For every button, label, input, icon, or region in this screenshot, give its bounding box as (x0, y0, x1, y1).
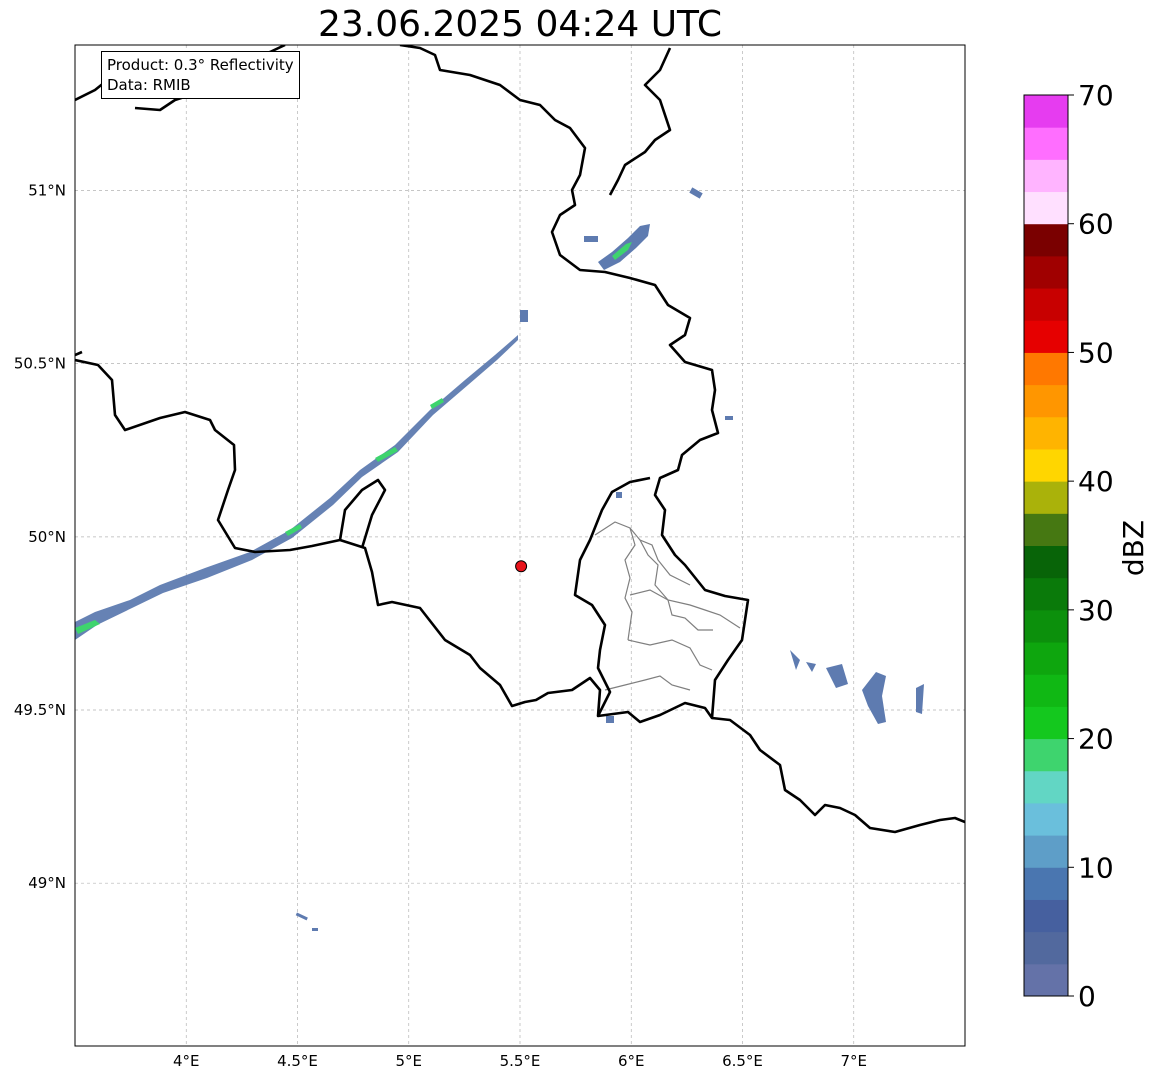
latitude-ticks: 51°N 50.5°N 50°N 49.5°N 49°N (14, 181, 66, 892)
info-box: Product: 0.3° Reflectivity Data: RMIB (101, 51, 300, 99)
colorbar-segment (1024, 159, 1068, 193)
x-tick-label: 5°E (395, 1052, 422, 1070)
x-tick-label: 5.5°E (500, 1052, 541, 1070)
colorbar-tick-label: 10 (1078, 851, 1114, 884)
colorbar-segment (1024, 288, 1068, 321)
map-frame (74, 44, 966, 1047)
colorbar-segment (1024, 384, 1068, 418)
colorbar-segment (1024, 609, 1068, 643)
colorbar-tick-label: 60 (1078, 208, 1114, 241)
internal-borders (594, 521, 741, 691)
x-tick-label: 6.5°E (722, 1052, 763, 1070)
echo-speck (725, 416, 733, 420)
y-tick-label: 49.5°N (14, 701, 66, 719)
graticule (75, 45, 965, 1046)
colorbar-segment (1024, 513, 1068, 546)
colorbar-segment (1024, 255, 1068, 289)
colorbar-segment (1024, 802, 1068, 836)
colorbar-segment (1024, 127, 1068, 160)
colorbar-segment (1024, 642, 1068, 675)
colorbar-segment (1024, 223, 1068, 257)
colorbar-ticks: 0 10 20 30 40 50 60 70 (1068, 79, 1114, 1013)
x-tick-label: 4.5°E (277, 1052, 318, 1070)
y-tick-label: 50.5°N (14, 355, 66, 373)
colorbar (1023, 94, 1069, 997)
colorbar-segment (1024, 448, 1068, 482)
echo-speck (689, 187, 703, 199)
y-tick-label: 49°N (28, 874, 66, 892)
echo-speck (520, 310, 528, 322)
colorbar-tick-label: 0 (1078, 980, 1096, 1013)
data-source-label: Data: RMIB (107, 76, 191, 94)
x-tick-label: 7°E (840, 1052, 867, 1070)
colorbar-tick-label: 70 (1078, 79, 1114, 112)
x-tick-label: 6°E (618, 1052, 645, 1070)
colorbar-segment (1024, 481, 1068, 514)
colorbar-tick-label: 20 (1078, 723, 1114, 756)
colorbar-segment (1024, 416, 1068, 450)
colorbar-segment (1024, 899, 1068, 933)
map-title: 23.06.2025 04:24 UTC (317, 4, 723, 45)
echo-speck (295, 912, 308, 921)
echo-band-southwest (75, 335, 518, 640)
reflectivity-echoes (75, 187, 924, 931)
colorbar-segment (1024, 320, 1068, 353)
y-tick-label: 51°N (28, 181, 66, 199)
echo-speck (616, 492, 622, 498)
colorbar-segment (1024, 674, 1068, 707)
colorbar-tick-label: 40 (1078, 465, 1114, 498)
product-label: Product: 0.3° Reflectivity (107, 56, 294, 74)
colorbar-segment (1024, 706, 1068, 740)
echo-cluster-northeast-core (612, 242, 632, 260)
colorbar-segment (1024, 545, 1068, 579)
colorbar-segment (1024, 770, 1068, 804)
colorbar-label: dBZ (1117, 520, 1150, 576)
colorbar-segment (1024, 352, 1068, 386)
y-tick-label: 50°N (28, 528, 66, 546)
radar-site-marker (515, 560, 528, 573)
colorbar-tick-label: 30 (1078, 594, 1114, 627)
colorbar-segment (1024, 931, 1068, 965)
echo-speck (584, 236, 598, 242)
echo-speck (606, 716, 614, 723)
x-tick-label: 4°E (173, 1052, 200, 1070)
longitude-ticks: 4°E 4.5°E 5°E 5.5°E 6°E 6.5°E 7°E (173, 1052, 867, 1070)
colorbar-segment (1024, 835, 1068, 868)
echo-speck (312, 928, 318, 931)
colorbar-segment (1024, 738, 1068, 772)
colorbar-segment (1024, 963, 1068, 997)
colorbar-segment (1024, 95, 1068, 128)
colorbar-segment (1024, 867, 1068, 900)
colorbar-segment (1024, 577, 1068, 611)
colorbar-frame (1023, 94, 1069, 997)
colorbar-tick-label: 50 (1078, 336, 1114, 369)
colorbar-segment (1024, 191, 1068, 225)
